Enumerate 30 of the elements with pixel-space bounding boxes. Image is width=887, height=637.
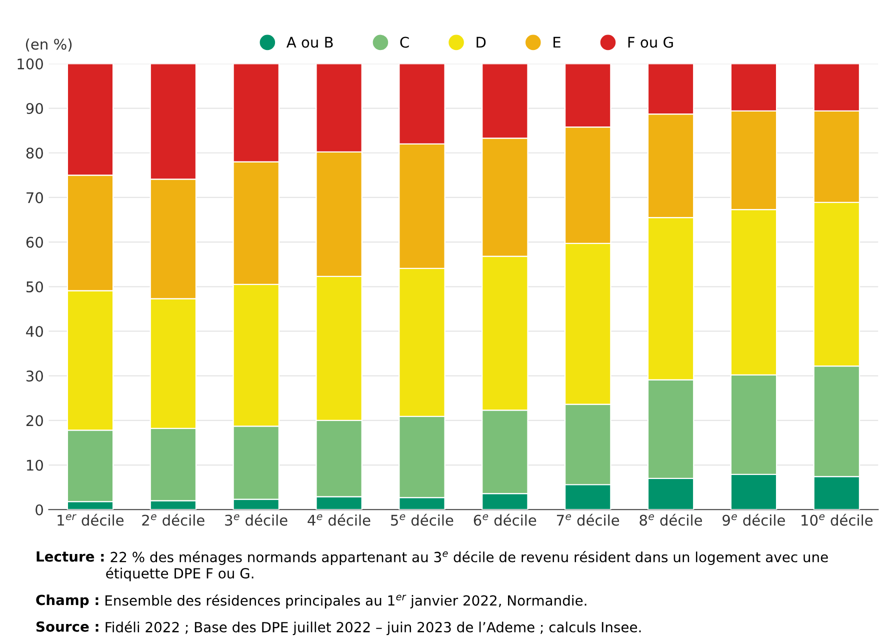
x-tick-label: 5$^{e}$ décile	[391, 514, 454, 526]
y-tick-label: 40	[26, 326, 43, 337]
x-tick-label: 2$^{e}$ décile	[142, 514, 204, 526]
x-tick-label: 1$^{er}$ décile	[58, 514, 124, 526]
legend-label: C	[400, 36, 409, 48]
y-tick-label: 60	[26, 236, 43, 248]
y-tick-label: 20	[26, 415, 43, 426]
x-tick-label: 4$^{e}$ décile	[308, 514, 370, 526]
legend-label: F ou G	[628, 36, 673, 48]
x-tick-label: 3$^{e}$ décile	[225, 514, 288, 526]
y-tick-label: 50	[26, 281, 43, 292]
y-tick-label: 30	[26, 370, 43, 382]
y-tick-label: 80	[26, 148, 43, 159]
x-tick-label: 6$^{e}$ décile	[474, 514, 536, 526]
y-tick-label: 100	[18, 58, 43, 70]
y-tick-label: 90	[26, 103, 43, 114]
legend-label: A ou B	[286, 36, 333, 48]
x-tick-label: 7$^{e}$ décile	[556, 514, 620, 526]
y-tick-label: 0	[36, 504, 43, 516]
y-tick-label: 10	[26, 460, 43, 471]
x-tick-label: 8$^{e}$ décile	[640, 514, 702, 526]
x-tick-label: 10$^{e}$ décile	[802, 514, 873, 526]
text: Champ : Ensemble des résidences principales au 1$^{er}$ janvier 2022, Normandie.	[36, 594, 586, 608]
text: Lecture : 22 % des ménages normands appartenant au 3$^{e}$ décile de revenu résident dans un logement avec une étiquette DPE F ou G.	[36, 551, 828, 582]
y-axis-title: (en %)	[26, 38, 72, 52]
x-tick-label: 9$^{e}$ décile	[722, 514, 785, 526]
legend-label: E	[554, 36, 560, 48]
legend-label: D	[476, 36, 486, 48]
y-tick-label: 70	[26, 192, 43, 204]
source-note: Source : Fidéli 2022 ; Base des DPE juillet 2022 – juin 2023 de l’Ademe ; calculs Insee.	[36, 621, 641, 636]
